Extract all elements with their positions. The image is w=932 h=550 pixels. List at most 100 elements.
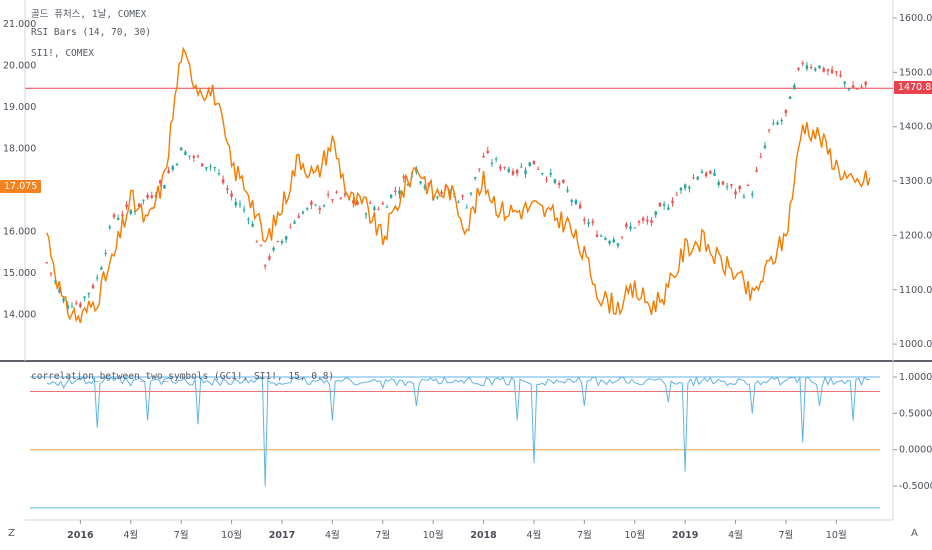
- gold-candle-body[interactable]: [788, 96, 792, 100]
- gold-candle-body[interactable]: [116, 217, 120, 220]
- gold-candle-body[interactable]: [217, 172, 221, 174]
- gold-candle-body[interactable]: [423, 186, 426, 189]
- gold-candle-body[interactable]: [457, 202, 460, 204]
- gold-candle-body[interactable]: [461, 195, 464, 197]
- gold-candle-body[interactable]: [335, 191, 338, 193]
- gold-candle-body[interactable]: [331, 199, 334, 201]
- gold-candle-body[interactable]: [62, 298, 65, 302]
- gold-candle-body[interactable]: [843, 81, 846, 84]
- gold-candle-body[interactable]: [851, 85, 855, 89]
- gold-candle-body[interactable]: [805, 65, 809, 69]
- legend-rsi-bars[interactable]: RSI Bars (14, 70, 30): [31, 27, 152, 38]
- gold-candle-body[interactable]: [436, 196, 439, 198]
- gold-candle-body[interactable]: [100, 267, 103, 270]
- gold-candle-body[interactable]: [784, 109, 788, 114]
- gold-candle-body[interactable]: [272, 247, 275, 251]
- gold-candle-body[interactable]: [259, 244, 263, 246]
- gold-candle-body[interactable]: [377, 209, 380, 211]
- gold-candle-body[interactable]: [87, 292, 90, 295]
- gold-candle-body[interactable]: [188, 155, 191, 157]
- gold-candle-body[interactable]: [326, 194, 330, 196]
- gold-candle-body[interactable]: [494, 158, 498, 160]
- gold-candle-body[interactable]: [242, 209, 246, 211]
- gold-candle-body[interactable]: [633, 227, 636, 229]
- gold-candle-body[interactable]: [860, 86, 863, 88]
- gold-candle-body[interactable]: [142, 199, 145, 201]
- gold-candle-body[interactable]: [289, 227, 292, 229]
- gold-candle-body[interactable]: [776, 122, 779, 125]
- gold-candle-body[interactable]: [53, 280, 57, 282]
- legend-main-symbol[interactable]: 골드 퓨처스, 1날, COMEX: [31, 9, 147, 20]
- gold-candle-body[interactable]: [137, 203, 141, 207]
- gold-candle-body[interactable]: [801, 63, 804, 65]
- gold-candle-body[interactable]: [490, 163, 494, 165]
- gold-candle-body[interactable]: [818, 65, 821, 69]
- gold-candle-body[interactable]: [385, 206, 389, 208]
- gold-candle-body[interactable]: [738, 185, 741, 190]
- gold-candle-body[interactable]: [532, 160, 536, 165]
- gold-candle-body[interactable]: [74, 303, 78, 305]
- gold-candle-body[interactable]: [742, 196, 746, 198]
- right-price-axis[interactable]: 1600.0 1500.0 1400.0 1300.0 1200.0 1100.0 1000…: [893, 13, 932, 350]
- gold-candle-body[interactable]: [368, 202, 372, 204]
- gold-candle-body[interactable]: [704, 172, 708, 177]
- gold-candle-body[interactable]: [717, 182, 720, 185]
- gold-candle-body[interactable]: [163, 185, 166, 189]
- gold-candle-body[interactable]: [524, 170, 527, 175]
- gold-candle-body[interactable]: [280, 241, 284, 243]
- gold-candle-body[interactable]: [545, 179, 548, 181]
- gold-candle-body[interactable]: [772, 122, 775, 124]
- gold-candle-body[interactable]: [171, 166, 174, 170]
- gold-candle-body[interactable]: [650, 220, 653, 224]
- gold-candle-body[interactable]: [520, 166, 523, 168]
- gold-candle-body[interactable]: [679, 187, 683, 191]
- gold-candle-body[interactable]: [381, 203, 384, 205]
- gold-candle-body[interactable]: [398, 190, 401, 195]
- gold-candle-body[interactable]: [721, 181, 725, 185]
- gold-candle-body[interactable]: [121, 214, 124, 217]
- gold-candle-body[interactable]: [108, 226, 111, 228]
- gold-candle-body[interactable]: [440, 191, 443, 195]
- gold-candle-body[interactable]: [209, 166, 212, 168]
- gold-candle-body[interactable]: [263, 265, 267, 267]
- gold-candle-body[interactable]: [662, 204, 666, 206]
- gold-candle-body[interactable]: [167, 170, 170, 174]
- gold-candle-body[interactable]: [175, 163, 179, 165]
- gold-candle-body[interactable]: [406, 184, 410, 186]
- gold-candle-body[interactable]: [587, 222, 590, 224]
- gold-candle-body[interactable]: [725, 186, 729, 188]
- indicator-pane[interactable]: [30, 375, 880, 509]
- gold-candle-body[interactable]: [192, 156, 195, 158]
- gold-candle-body[interactable]: [683, 184, 687, 189]
- gold-candle-body[interactable]: [822, 68, 825, 72]
- gold-candle-body[interactable]: [301, 211, 305, 214]
- gold-candle-body[interactable]: [226, 188, 229, 190]
- gold-candle-body[interactable]: [528, 162, 531, 166]
- gold-candle-body[interactable]: [314, 204, 317, 206]
- gold-candle-body[interactable]: [696, 176, 699, 180]
- gold-candle-body[interactable]: [389, 194, 393, 198]
- left-price-axis[interactable]: 21.000 20.000 19.000 18.000 16.000 15.000 14.0…: [3, 19, 36, 321]
- gold-candle-body[interactable]: [293, 221, 296, 224]
- gold-candle-body[interactable]: [578, 204, 582, 209]
- gold-candle-body[interactable]: [751, 193, 754, 196]
- gold-candle-body[interactable]: [125, 204, 128, 208]
- gold-candle-body[interactable]: [179, 147, 183, 151]
- gold-candle-body[interactable]: [641, 217, 645, 221]
- gold-candle-body[interactable]: [503, 166, 506, 168]
- indicator-axis[interactable]: 1.000000 0.500000 0.000000 -0.500000: [893, 372, 932, 492]
- silver-line[interactable]: [46, 46, 871, 324]
- gold-candle-body[interactable]: [465, 207, 468, 209]
- gold-candle-body[interactable]: [310, 201, 313, 205]
- gold-candle-body[interactable]: [394, 190, 397, 193]
- gold-candles[interactable]: [45, 60, 867, 313]
- gold-candle-body[interactable]: [146, 195, 149, 198]
- gold-candle-body[interactable]: [200, 163, 204, 167]
- gold-candle-body[interactable]: [864, 81, 867, 85]
- gold-candle-body[interactable]: [284, 236, 288, 240]
- gold-candle-body[interactable]: [255, 241, 258, 243]
- gold-candle-body[interactable]: [402, 176, 405, 179]
- gold-candle-body[interactable]: [595, 234, 599, 237]
- gold-candle-body[interactable]: [759, 156, 762, 158]
